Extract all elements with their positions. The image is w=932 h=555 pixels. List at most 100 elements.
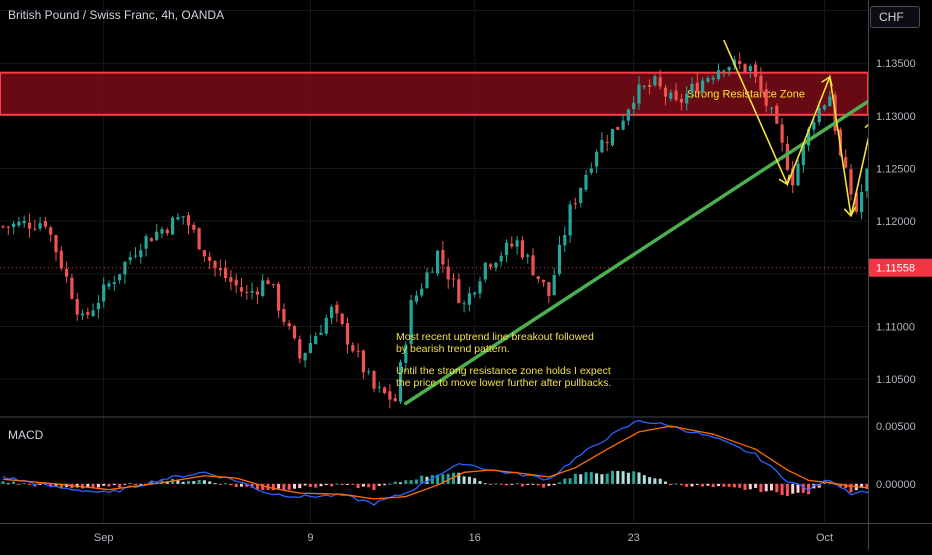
candle [409,294,413,345]
macd-histogram-bar [520,483,524,487]
candle [844,149,848,169]
candle-body [43,221,47,227]
macd-histogram-bar [436,474,440,484]
candle-body [213,261,217,269]
candle [457,273,461,304]
candle [192,222,196,234]
candle [504,239,509,263]
candle-body [208,256,212,261]
candle-body [595,151,599,167]
candle [234,273,238,294]
candle-body [785,143,789,171]
candle-body [520,240,524,258]
candle-body [234,279,238,286]
macd-histogram-bar [505,483,508,486]
candle-body [112,282,116,284]
candle [91,303,95,318]
candle-body [504,242,509,256]
candle-body [181,216,185,218]
macd-label[interactable]: MACD [8,428,44,442]
candle-body [70,277,74,299]
candle [128,251,132,265]
candle [149,237,153,242]
candle [425,267,429,289]
candle-body [17,221,21,226]
price-tick-label: 1.13000 [876,111,916,123]
candle [59,246,63,271]
candle [308,334,312,354]
candle-body [844,157,848,168]
candle-body [27,222,32,229]
candle [292,325,297,340]
candle [467,286,471,312]
macd-histogram-bar [611,470,614,484]
candle [621,114,625,131]
candle [133,247,138,259]
candle-body [663,87,668,97]
last-price-label: 1.11558 [876,263,915,275]
price-tick-label: 1.13500 [876,58,916,70]
resistance-zone[interactable] [0,71,869,116]
macd-histogram-bar [372,483,376,491]
candle-body [642,86,646,88]
candle-body [12,223,16,228]
macd-histogram-bar [224,483,228,485]
candle-body [801,143,805,166]
candle [605,134,609,152]
macd-histogram-bar [452,472,455,484]
currency-button[interactable]: CHF [870,6,920,28]
symbol-title[interactable]: British Pound / Swiss Franc, 4h, OANDA [8,8,225,22]
candle [123,260,127,284]
resistance-zone-label: Strong Resistance Zone [687,89,805,101]
candle-body [494,262,498,268]
candle [526,253,530,264]
macd-histogram-bar [483,483,487,485]
candle-body [372,371,376,389]
macd-histogram-bar [764,483,768,492]
candle-body [515,240,519,247]
macd-histogram-bar [229,483,233,486]
candle [282,303,286,326]
candle-body [600,139,604,153]
candle [383,386,387,395]
macd-histogram-bar [542,483,546,488]
candle-body [377,386,381,388]
candle [632,96,636,116]
macd-histogram-bar [621,471,625,484]
macd-histogram-bar [425,476,429,484]
macd-histogram-bar [112,483,116,486]
macd-line [2,419,905,519]
candle-body [478,281,482,294]
candle-body [621,120,625,130]
candle [716,63,721,81]
candle [478,276,482,299]
candle [340,312,344,327]
candle-body [218,268,222,271]
macd-histogram-bar [441,474,445,484]
macd-histogram-bar [128,482,132,484]
candle [536,276,540,284]
macd-histogram-bar [335,483,339,485]
candle-body [197,228,201,250]
macd-histogram-bar [409,480,413,484]
candle-body [690,83,694,93]
macd-histogram-bar [605,473,609,484]
candle-body [526,255,530,257]
macd-histogram-bar [865,483,869,489]
candle [701,76,705,94]
macd-histogram-bar [340,483,344,486]
macd-histogram-bar [187,481,190,484]
annotation-line-3: Until the strong resistance zone holds I… [396,365,611,377]
candle [822,104,827,112]
macd-histogram-bar [218,483,222,485]
candle-body [351,345,355,352]
candle-body [250,290,254,293]
macd-histogram-bar [727,483,731,487]
macd-histogram-bar [732,483,736,488]
candle [112,275,116,291]
candle-body [266,280,270,285]
candle [6,225,10,236]
candle [160,226,164,239]
